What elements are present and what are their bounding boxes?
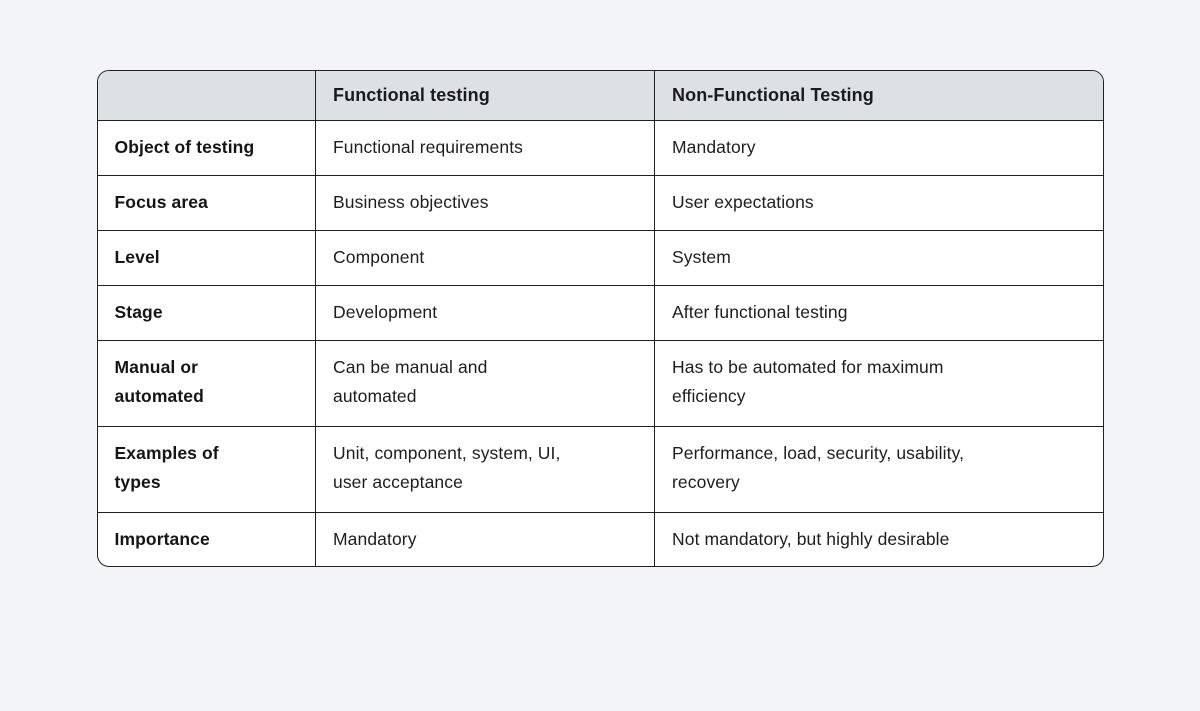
non-functional-cell: Mandatory [654,120,1103,176]
table-row-focus-area: Focus area Business objectives User expe… [97,175,1103,231]
row-label-cell: Importance [97,512,316,566]
row-label-cell: Level [97,230,316,286]
table-row-importance: Importance Mandatory Not mandatory, but … [97,512,1103,566]
header-empty-cell [97,71,316,121]
table-row-level: Level Component System [97,230,1103,286]
header-functional-testing: Functional testing [315,71,655,121]
functional-cell: Unit, component, system, UI, user accept… [315,426,655,513]
functional-cell: Functional requirements [315,120,655,176]
testing-comparison-grid: Functional testing Non-Functional Testin… [97,71,1103,566]
table-row-examples-of-types: Examples of types Unit, component, syste… [97,426,1103,513]
functional-cell: Component [315,230,655,286]
header-row: Functional testing Non-Functional Testin… [97,71,1103,121]
table-row-manual-or-automated: Manual or automated Can be manual and au… [97,340,1103,427]
functional-cell: Development [315,285,655,341]
non-functional-cell: Not mandatory, but highly desirable [672,528,950,549]
page: { "page": { "background": "#f2f4f7" }, "… [0,70,1200,711]
functional-cell: Mandatory [315,512,655,566]
row-label-cell: Examples of types [97,426,316,513]
non-functional-cell: System [654,230,1103,286]
row-label-cell: Object of testing [97,120,316,176]
non-functional-cell: After functional testing [654,285,1103,341]
row-label-cell: Stage [97,285,316,341]
row-label-cell: Focus area [97,175,316,231]
functional-cell: Can be manual and automated [315,340,655,427]
table-row-object-of-testing: Object of testing Functional requirement… [97,120,1103,176]
header-non-functional-testing: Non-Functional Testing [654,71,1103,121]
functional-cell: Business objectives [315,175,655,231]
non-functional-cell: Has to be automated for maximum efficien… [654,340,1103,427]
row-label-cell: Manual or automated [97,340,316,427]
non-functional-cell: Performance, load, security, usability, … [654,426,1103,513]
comparison-table: Functional testing Non-Functional Testin… [96,70,1104,567]
non-functional-cell: User expectations [654,175,1103,231]
table-row-stage: Stage Development After functional testi… [97,285,1103,341]
